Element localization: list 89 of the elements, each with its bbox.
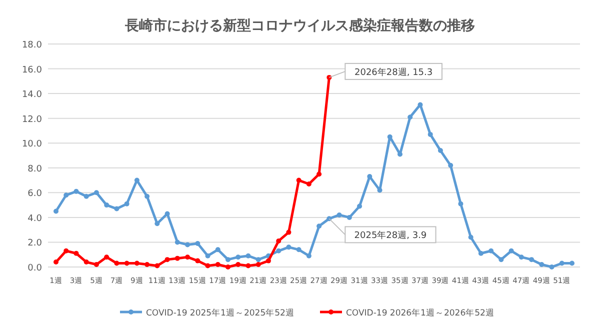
chart-title: 長崎市における新型コロナウイルス感染症報告数の推移 xyxy=(124,17,475,34)
point xyxy=(428,132,433,137)
point xyxy=(286,244,292,250)
annotation: 2026年28週, 15.3 xyxy=(354,66,433,78)
point xyxy=(174,256,180,261)
point xyxy=(104,202,110,208)
point xyxy=(296,178,302,183)
y-tick-label: 4.0 xyxy=(28,214,42,224)
point xyxy=(246,253,251,258)
point xyxy=(124,201,130,206)
point xyxy=(154,221,160,226)
point xyxy=(154,263,160,268)
point xyxy=(408,114,413,120)
point xyxy=(438,148,443,154)
y-tick-label: 18.0 xyxy=(22,40,42,50)
point xyxy=(114,260,120,266)
point xyxy=(256,257,261,262)
point xyxy=(74,250,79,256)
point xyxy=(215,247,220,252)
point xyxy=(286,230,292,235)
point xyxy=(164,211,170,216)
point xyxy=(226,264,230,270)
y-tick-label: 10.0 xyxy=(22,140,42,150)
legend-label: COVID-19 2025年1週～2025年52週 xyxy=(146,308,294,318)
point xyxy=(296,247,302,252)
point xyxy=(559,260,564,266)
point xyxy=(448,162,454,168)
point xyxy=(174,240,180,245)
point xyxy=(54,260,58,265)
point xyxy=(64,192,69,198)
point xyxy=(398,152,402,157)
point xyxy=(518,254,524,260)
y-tick-label: 6.0 xyxy=(28,189,42,200)
point xyxy=(84,194,89,199)
point xyxy=(124,260,130,266)
point xyxy=(498,257,504,262)
point xyxy=(94,262,99,268)
point xyxy=(276,238,282,244)
point xyxy=(236,262,241,268)
point xyxy=(114,206,120,212)
point xyxy=(316,224,322,229)
point xyxy=(539,262,544,268)
point xyxy=(346,214,352,220)
point xyxy=(54,208,58,214)
point xyxy=(336,212,342,218)
point xyxy=(306,253,312,258)
point xyxy=(164,257,170,262)
point xyxy=(468,234,474,240)
point xyxy=(478,250,484,256)
point xyxy=(144,194,150,199)
point xyxy=(185,254,190,260)
point xyxy=(357,204,362,209)
point xyxy=(74,188,79,194)
y-tick-label: 14.0 xyxy=(22,90,42,100)
point xyxy=(195,258,200,264)
y-tick-label: 12.0 xyxy=(22,114,42,125)
point xyxy=(195,240,200,246)
y-tick-label: 16.0 xyxy=(22,65,42,76)
point xyxy=(570,260,574,266)
point xyxy=(549,264,554,270)
point xyxy=(205,263,210,268)
point xyxy=(236,254,241,260)
point xyxy=(185,242,190,248)
point xyxy=(488,248,494,254)
point xyxy=(134,260,140,266)
point xyxy=(266,258,271,264)
y-tick-label: 8.0 xyxy=(28,164,42,174)
annotation: 2025年28週, 3.9 xyxy=(354,230,427,242)
point xyxy=(306,181,312,186)
point xyxy=(316,172,322,177)
point xyxy=(256,262,261,268)
point xyxy=(387,134,392,140)
point xyxy=(215,262,220,268)
point xyxy=(276,248,282,254)
point xyxy=(94,190,99,196)
point xyxy=(64,248,69,254)
point xyxy=(205,253,210,258)
point xyxy=(508,248,514,254)
y-tick-label: 2.0 xyxy=(28,238,42,249)
point xyxy=(529,257,534,262)
point xyxy=(104,254,110,260)
point xyxy=(246,263,251,268)
point xyxy=(377,188,382,193)
point xyxy=(84,260,89,265)
point xyxy=(144,262,150,268)
point xyxy=(458,201,464,206)
y-tick-label: 0.0 xyxy=(28,264,42,274)
point xyxy=(226,257,230,262)
legend-label: COVID-19 2026年1週～2026年52週 xyxy=(346,308,494,318)
